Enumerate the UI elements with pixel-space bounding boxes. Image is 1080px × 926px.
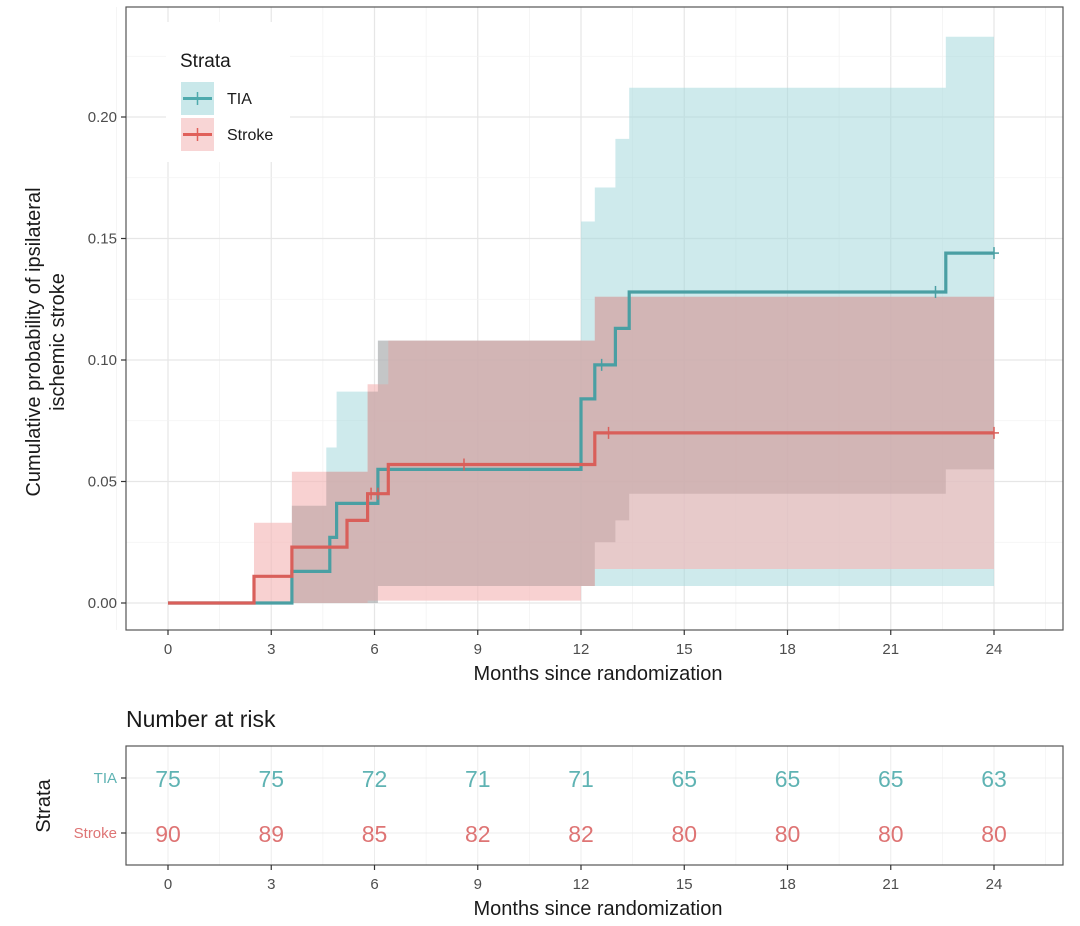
risk-row-label-stroke: Stroke (74, 825, 117, 842)
y-axis-title-line-1: Cumulative probability of ipsilateral (23, 187, 45, 496)
legend-item-tia: TIA (181, 82, 252, 115)
y-axis-ticks: 0.00 0.05 0.10 0.15 0.20 (88, 109, 126, 612)
risk-cell-tia: 75 (258, 766, 284, 792)
x-tick-label: 15 (676, 641, 693, 658)
risk-x-tick-label: 6 (370, 876, 378, 893)
risk-table-x-ticks: 0 3 6 9 12 15 18 21 24 (164, 865, 1003, 893)
risk-cell-tia: 71 (465, 766, 491, 792)
x-tick-label: 18 (779, 641, 796, 658)
y-tick-label: 0.05 (88, 474, 117, 491)
legend-label-tia: TIA (227, 91, 252, 108)
risk-cell-stroke: 80 (671, 821, 697, 847)
cumulative-incidence-plot: 0 3 6 9 12 15 18 21 24 0.00 0.05 0.10 0.15 0.20 Mont… (23, 6, 1064, 685)
risk-cell-tia: 75 (155, 766, 181, 792)
risk-table-background (126, 746, 1063, 865)
risk-cell-stroke: 82 (568, 821, 594, 847)
risk-x-tick-label: 12 (573, 876, 590, 893)
ci-band-overlap (291, 296, 994, 603)
risk-cell-tia: 71 (568, 766, 594, 792)
y-axis-title-line-2: ischemic stroke (47, 273, 69, 411)
x-tick-label: 3 (267, 641, 275, 658)
risk-cell-tia: 65 (878, 766, 904, 792)
risk-cell-tia: 65 (671, 766, 697, 792)
risk-table-gridlines (126, 746, 1063, 865)
x-tick-label: 0 (164, 641, 172, 658)
risk-y-axis-title: Strata (33, 778, 55, 832)
risk-cell-tia: 72 (362, 766, 388, 792)
plot-border (125, 6, 1064, 631)
legend-label-stroke: Stroke (227, 127, 273, 144)
y-tick-label: 0.10 (88, 352, 117, 369)
x-tick-label: 6 (370, 641, 378, 658)
risk-x-tick-label: 15 (676, 876, 693, 893)
risk-table-row-labels: TIA Stroke (74, 770, 126, 842)
risk-cell-tia: 65 (775, 766, 801, 792)
x-axis-title: Months since randomization (473, 663, 722, 685)
risk-cell-stroke: 85 (362, 821, 388, 847)
step-line-tia (168, 251, 994, 605)
risk-cell-stroke: 80 (775, 821, 801, 847)
risk-cell-stroke: 90 (155, 821, 181, 847)
legend-title: Strata (180, 51, 231, 72)
survival-steps (168, 251, 994, 605)
legend-item-stroke: Stroke (181, 118, 273, 151)
y-tick-label: 0.00 (88, 595, 117, 612)
risk-cell-stroke: 82 (465, 821, 491, 847)
legend: Strata TIA Stroke (166, 22, 290, 162)
ci-band-stroke (254, 296, 994, 603)
risk-cell-tia: 63 (981, 766, 1007, 792)
x-tick-label: 12 (573, 641, 590, 658)
risk-x-tick-label: 9 (474, 876, 482, 893)
y-tick-label: 0.15 (88, 231, 117, 248)
y-tick-label: 0.20 (88, 109, 117, 126)
censor-marks (366, 247, 999, 500)
x-axis-ticks: 0 3 6 9 12 15 18 21 24 (164, 630, 1003, 658)
x-tick-label: 21 (882, 641, 899, 658)
x-tick-label: 9 (474, 641, 482, 658)
y-axis-title: Cumulative probability of ipsilateral is… (23, 187, 69, 496)
risk-table-cells: 75 75 72 71 71 65 65 65 63 90 89 85 82 82 80 80 80 80 (155, 766, 1007, 847)
risk-x-tick-label: 3 (267, 876, 275, 893)
risk-table-title: Number at risk (126, 706, 276, 732)
risk-cell-stroke: 80 (981, 821, 1007, 847)
confidence-bands (254, 36, 994, 604)
step-line-stroke (168, 431, 994, 605)
risk-cell-stroke: 89 (258, 821, 284, 847)
risk-x-axis-title: Months since randomization (473, 898, 722, 920)
risk-x-tick-label: 21 (882, 876, 899, 893)
risk-table-border (125, 745, 1064, 866)
risk-x-tick-label: 18 (779, 876, 796, 893)
risk-x-tick-label: 0 (164, 876, 172, 893)
x-tick-label: 24 (986, 641, 1003, 658)
risk-x-tick-label: 24 (986, 876, 1003, 893)
risk-cell-stroke: 80 (878, 821, 904, 847)
risk-row-label-tia: TIA (94, 770, 117, 787)
